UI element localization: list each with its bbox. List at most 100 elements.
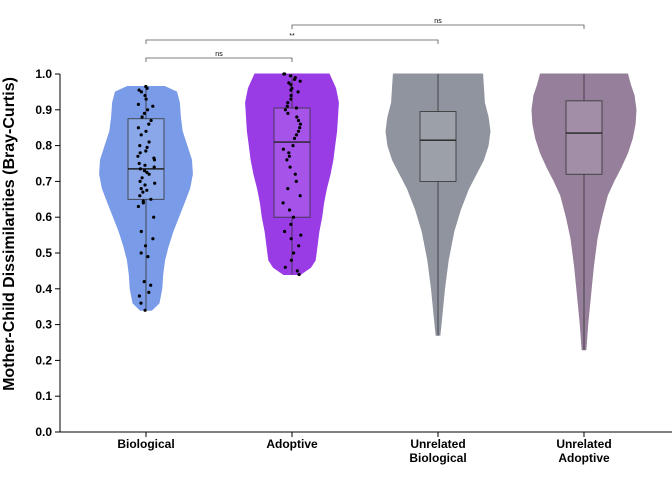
y-tick-label: 0.6 (35, 210, 52, 224)
data-point (288, 74, 292, 78)
significance-brackets: ns ** ns (145, 18, 585, 62)
bracket-label: ns (215, 51, 223, 58)
data-point (283, 265, 287, 269)
x-tick-label-line: Adoptive (266, 437, 318, 451)
data-point (145, 188, 149, 192)
data-point (296, 90, 300, 94)
data-point (298, 79, 302, 83)
x-tick-label: Biological (117, 437, 174, 451)
y-axis-label: Mother-Child Dissimilarities (Bray-Curti… (1, 77, 18, 391)
data-point (296, 118, 301, 123)
data-point (152, 165, 156, 169)
data-point (298, 122, 302, 126)
data-point (138, 179, 142, 183)
data-point (292, 251, 296, 255)
data-point (145, 170, 149, 174)
data-point (149, 197, 153, 201)
significance-bracket: ns (145, 51, 293, 62)
data-point (147, 290, 151, 294)
y-tick-label: 0.0 (35, 425, 52, 439)
y-tick-label: 0.9 (35, 103, 52, 117)
data-point (299, 233, 303, 237)
data-point (138, 167, 142, 171)
data-point (293, 77, 297, 81)
data-point (137, 294, 141, 298)
data-point (287, 81, 291, 85)
data-point (297, 244, 301, 248)
data-point (136, 204, 140, 209)
violin-group (531, 73, 637, 351)
data-point (289, 237, 293, 241)
data-point (291, 144, 295, 148)
bracket-line (291, 24, 585, 29)
bracket-label: ** (289, 33, 295, 40)
data-point (144, 129, 148, 133)
y-tick-label: 0.8 (35, 139, 52, 153)
data-point (151, 237, 155, 241)
data-point (289, 258, 293, 262)
data-point (297, 272, 301, 277)
data-point (152, 215, 156, 219)
axes: 0.0 0.1 0.2 0.3 0.4 0.5 0.6 0.7 0.8 0.9 1.0 Biolog… (1, 67, 672, 465)
data-point (286, 101, 290, 105)
data-point (140, 176, 144, 180)
data-point (285, 158, 289, 162)
data-point (144, 149, 148, 153)
data-point (281, 147, 285, 151)
data-point (141, 190, 145, 194)
data-point (289, 83, 293, 87)
iqr-box (565, 100, 603, 175)
data-point (289, 93, 293, 98)
x-tick-label-line: Biological (409, 451, 466, 465)
data-point (289, 97, 293, 101)
data-point (289, 222, 293, 226)
bracket-line (145, 39, 439, 44)
data-point (139, 229, 143, 234)
x-tick-label-line: Unrelated (410, 437, 465, 451)
y-tick-label: 0.1 (35, 389, 52, 403)
data-point (141, 201, 145, 205)
y-tick-label: 0.2 (35, 353, 52, 367)
data-point (286, 111, 290, 115)
violin-group (385, 73, 491, 336)
significance-bracket: ns (291, 18, 585, 29)
data-point (294, 179, 298, 183)
data-point (151, 104, 155, 108)
data-point (143, 244, 148, 248)
x-tick-label: Adoptive (266, 437, 318, 451)
data-point (137, 88, 141, 92)
violin-group (245, 72, 339, 277)
data-point (153, 181, 157, 185)
data-point (282, 72, 286, 76)
y-tick-label: 0.7 (35, 174, 52, 188)
violin-shape (245, 73, 339, 275)
data-point (293, 172, 297, 176)
data-point (145, 145, 149, 149)
iqr-box (273, 107, 311, 218)
data-point (146, 255, 150, 259)
data-point (143, 183, 147, 187)
data-point (296, 129, 301, 133)
data-point (295, 269, 299, 273)
x-tick-label-line: Unrelated (556, 437, 611, 451)
data-point (286, 187, 290, 191)
data-point (139, 187, 143, 191)
data-point (287, 208, 292, 212)
data-point (147, 140, 151, 144)
data-point (144, 97, 148, 101)
data-point (139, 133, 143, 137)
data-point (142, 169, 147, 173)
data-point (143, 163, 147, 167)
data-point (285, 104, 289, 108)
violin-group (99, 84, 193, 312)
data-point (283, 108, 287, 112)
data-point (292, 136, 297, 140)
data-point (152, 158, 157, 162)
data-point (139, 251, 143, 255)
data-point (138, 151, 142, 155)
data-point (291, 215, 296, 219)
x-tick-label-line: Adoptive (558, 451, 610, 465)
data-point (140, 115, 144, 119)
